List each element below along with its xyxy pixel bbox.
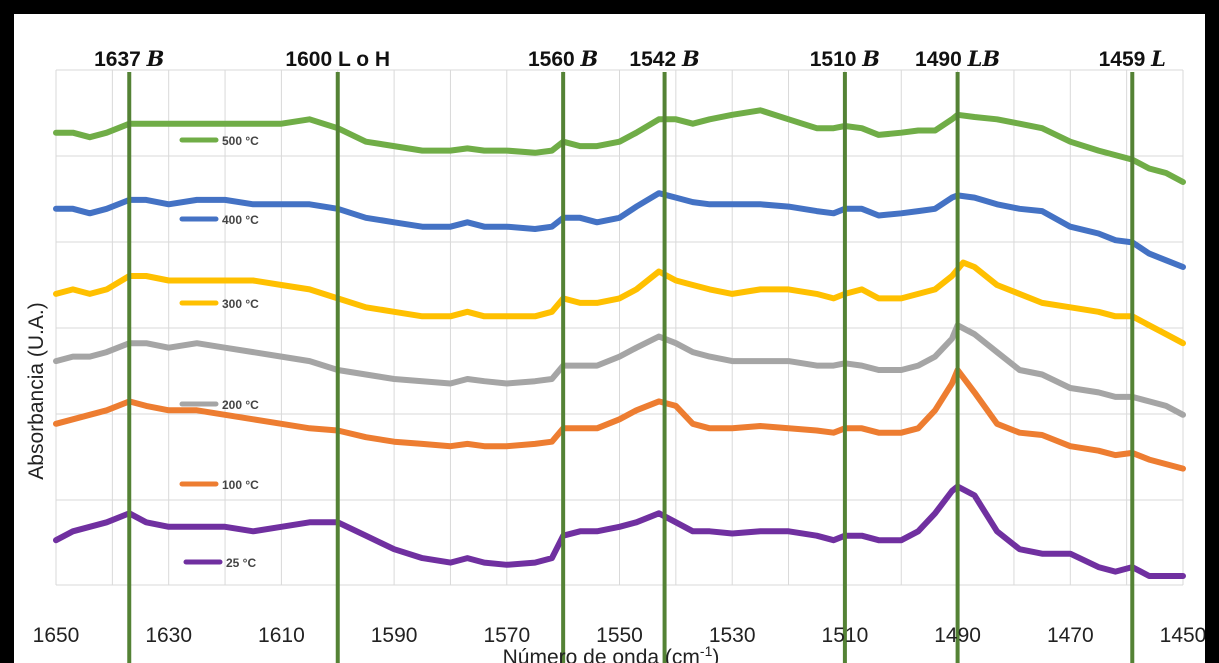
x-axis-title: Número de onda (cm-1) xyxy=(503,643,720,663)
chart-panel: 1637 B 1600 L o H 1560 B 1542 B 1510 B 1490 L… xyxy=(14,14,1205,663)
peak-label-1560: 1560 B xyxy=(528,46,598,71)
series-line-400c xyxy=(53,190,1186,270)
legend-label: 300 °C xyxy=(222,297,259,311)
legend-label: 25 °C xyxy=(226,556,256,570)
series-line-25c xyxy=(53,483,1186,579)
x-tick-label: 1610 xyxy=(258,624,305,647)
x-tick-label: 1450 xyxy=(1160,624,1205,647)
peak-label-1459: 1459 L xyxy=(1099,46,1166,71)
x-tick-label: 1530 xyxy=(709,624,756,647)
legend-label: 200 °C xyxy=(222,398,259,412)
y-axis-title: Absorbancia (U.A.) xyxy=(25,302,48,479)
series-lines xyxy=(53,107,1186,579)
x-tick-label: 1570 xyxy=(483,624,530,647)
peak-label-1490: 1490 LB xyxy=(915,46,1000,71)
ftir-chart: 1637 B 1600 L o H 1560 B 1542 B 1510 B 1490 L… xyxy=(25,46,1205,663)
legend: 500 °C 400 °C 300 °C 200 °C 100 °C 25 °C xyxy=(179,134,259,570)
peak-label-1600: 1600 L o H xyxy=(285,48,390,71)
legend-label: 100 °C xyxy=(222,478,259,492)
peak-label-1542: 1542 B xyxy=(629,46,699,71)
legend-label: 500 °C xyxy=(222,134,259,148)
legend-label: 400 °C xyxy=(222,213,259,227)
x-tick-label: 1630 xyxy=(145,624,192,647)
series-line-100c xyxy=(53,367,1186,472)
peak-label-1637: 1637 B xyxy=(94,46,164,71)
x-tick-labels: 1650 1630 1610 1590 1570 1550 1530 1510 1490 1470… xyxy=(33,624,1205,647)
x-tick-label: 1490 xyxy=(934,624,981,647)
peak-label-1510: 1510 B xyxy=(810,46,880,71)
series-line-200c xyxy=(53,322,1186,418)
x-tick-label: 1590 xyxy=(371,624,418,647)
peak-lines: 1637 B 1600 L o H 1560 B 1542 B 1510 B 1490 L… xyxy=(94,46,1166,663)
series-line-500c xyxy=(53,107,1186,185)
x-tick-label: 1650 xyxy=(33,624,80,647)
x-tick-label: 1470 xyxy=(1047,624,1094,647)
series-line-300c xyxy=(53,259,1186,347)
x-tick-label: 1550 xyxy=(596,624,643,647)
x-tick-label: 1510 xyxy=(822,624,869,647)
